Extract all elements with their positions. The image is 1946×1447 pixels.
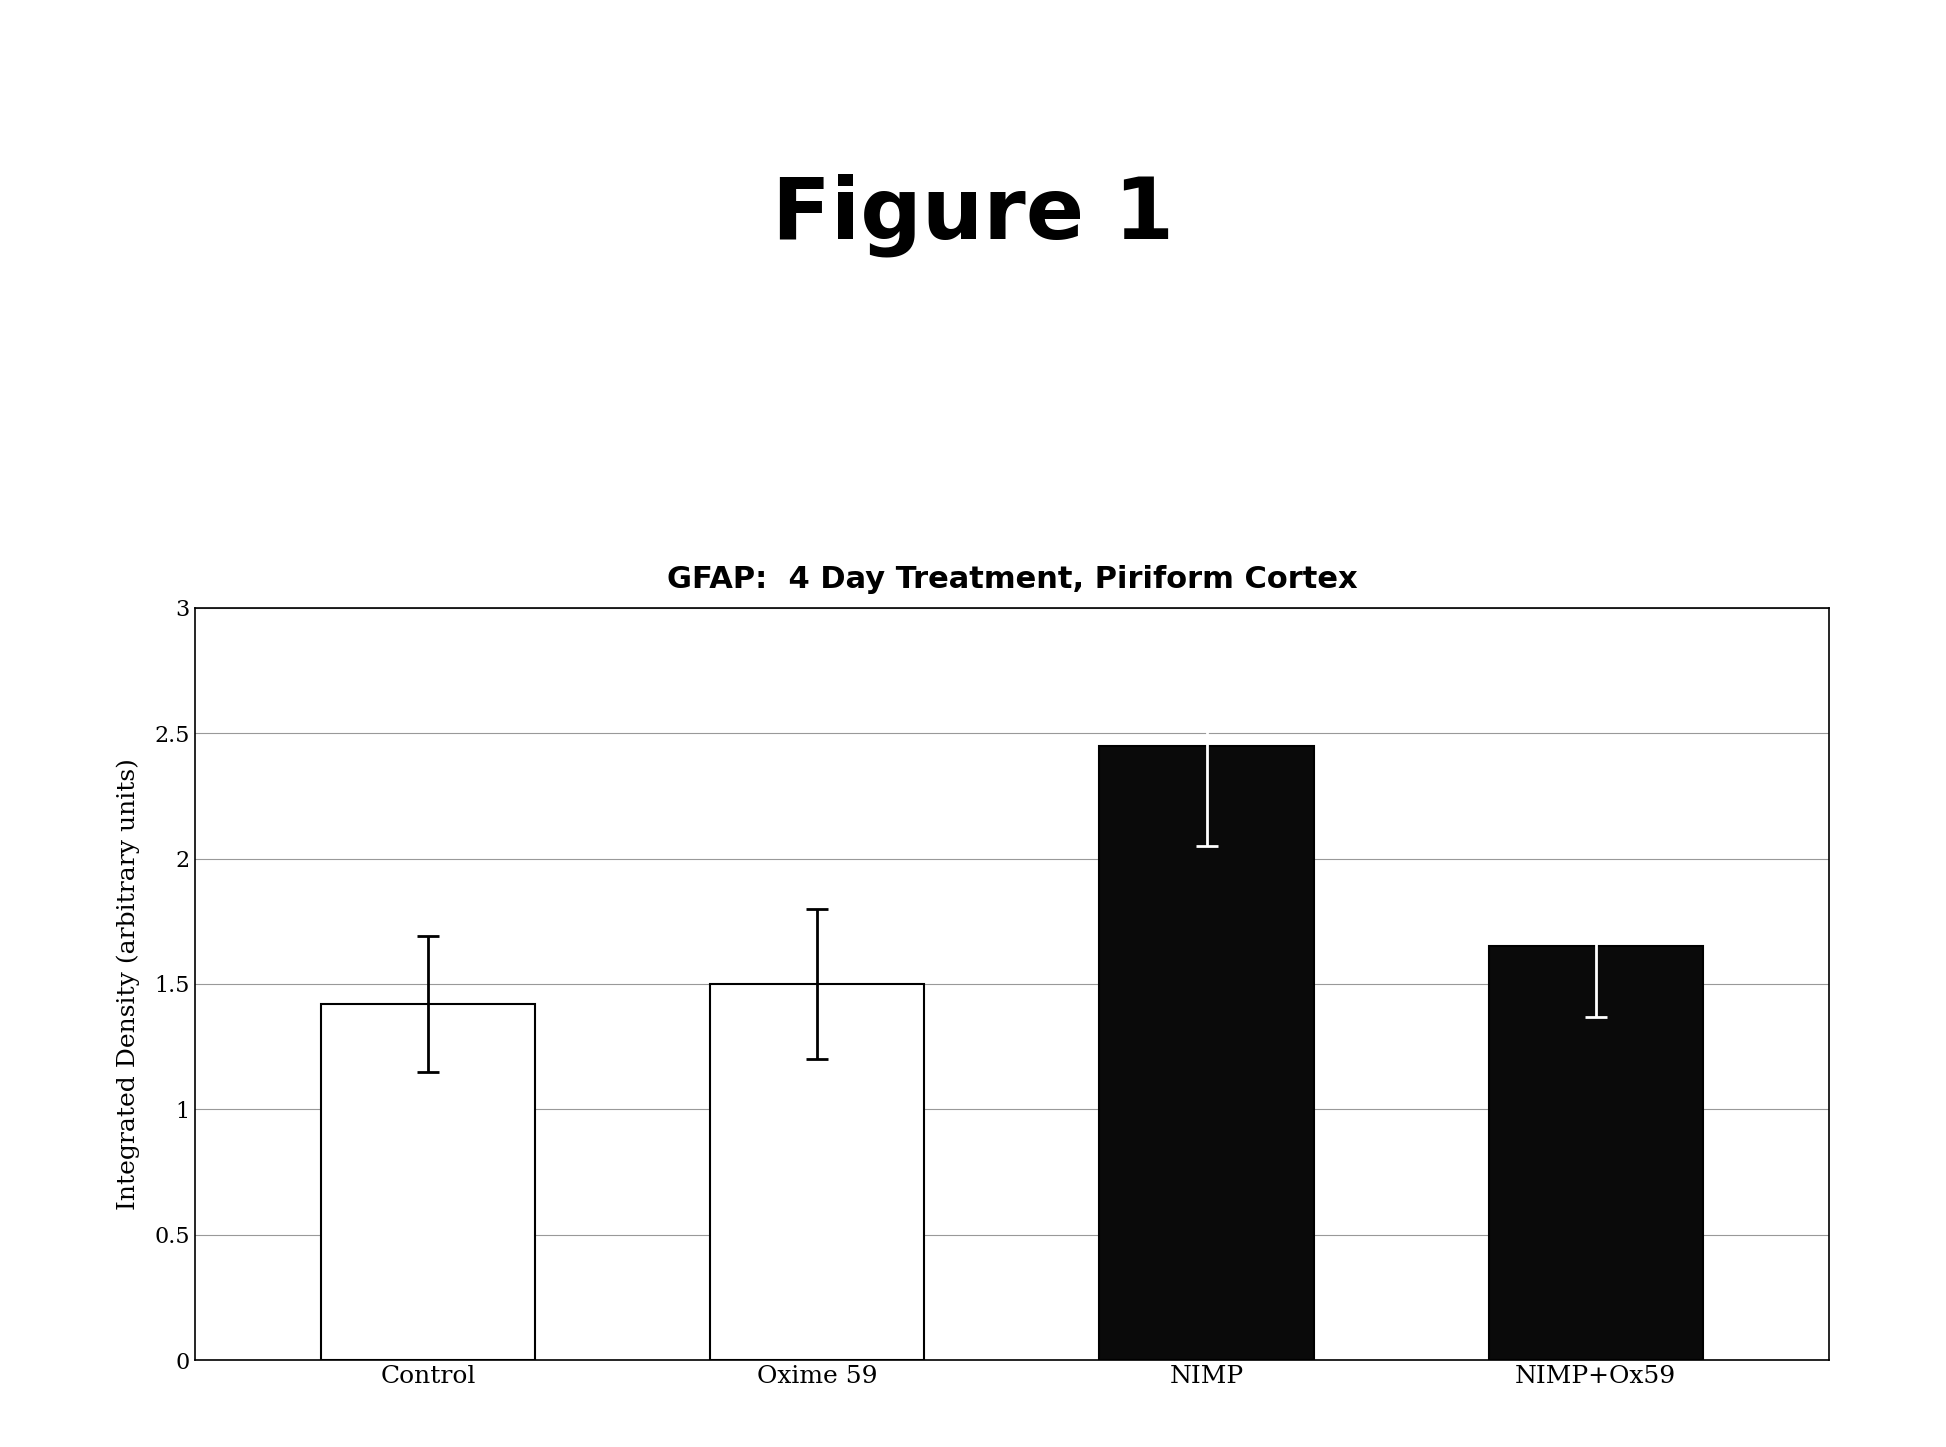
Y-axis label: Integrated Density (arbitrary units): Integrated Density (arbitrary units) xyxy=(117,758,140,1210)
Title: GFAP:  4 Day Treatment, Piriform Cortex: GFAP: 4 Day Treatment, Piriform Cortex xyxy=(667,566,1356,595)
Bar xyxy=(1489,946,1703,1360)
Text: Figure 1: Figure 1 xyxy=(773,174,1173,258)
Bar xyxy=(710,984,924,1360)
Bar xyxy=(321,1004,535,1360)
Bar xyxy=(1099,745,1314,1360)
